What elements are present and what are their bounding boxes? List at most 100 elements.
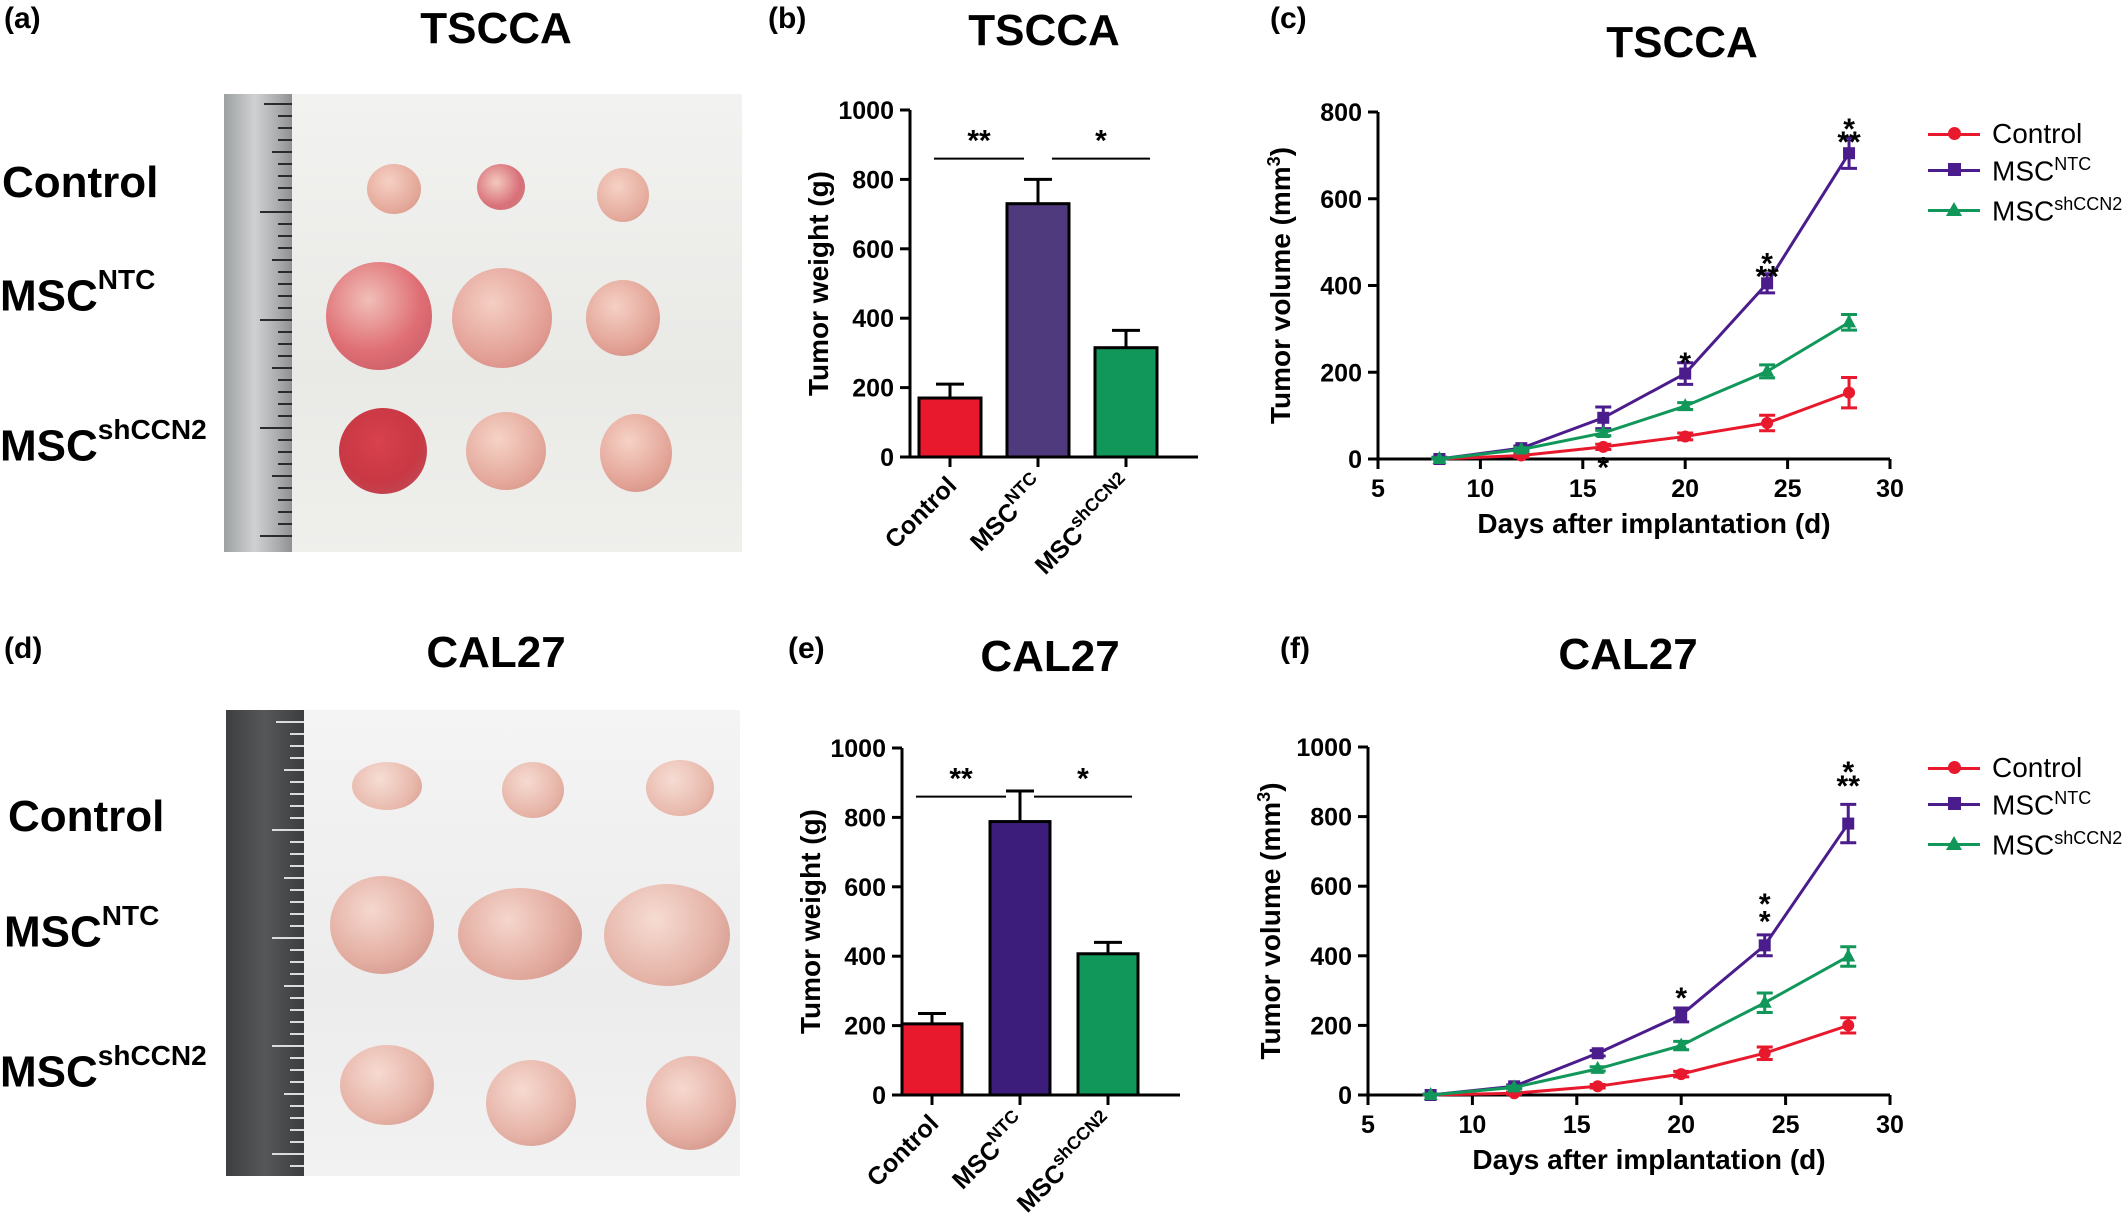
panel-title-d: CAL27: [426, 628, 566, 677]
tumor-photo-cal27: [226, 710, 740, 1176]
significance-label: *: [1759, 888, 1771, 921]
legend-marker-circle-icon: [1948, 761, 1961, 774]
legend-sh-sup: shCCN2: [2054, 828, 2123, 848]
bar: [1093, 346, 1159, 459]
legend-label-ntc: MSCNTC: [1992, 154, 2091, 187]
y-tick-label: 600: [844, 874, 886, 902]
panel-letter-c: (c): [1270, 2, 1307, 35]
panel-letter-b: (b): [768, 2, 807, 35]
tumor-sh-1: [339, 408, 427, 494]
data-point: [1591, 1047, 1604, 1060]
x-tick-label: MSCNTC: [943, 1106, 1032, 1195]
y-tick-label: 800: [852, 166, 894, 194]
panel-letter-e: (e): [788, 632, 825, 665]
data-point: [1841, 948, 1856, 962]
chart-f: 0 200 400 600 800 1000 Tumor volume (mm3) 5 10 15…: [1254, 734, 1904, 1175]
y-axis-label: Tumor weight (g): [803, 171, 834, 396]
data-point: [1761, 416, 1774, 429]
tumor-sh-2: [466, 412, 546, 490]
tumor-ntc-1: [326, 262, 432, 370]
significance-label: **: [1837, 126, 1861, 159]
tumor-ntc-3: [586, 280, 660, 356]
y-tick-label: 1000: [830, 735, 886, 763]
data-point: [1843, 386, 1856, 399]
y-tick-label: 800: [844, 804, 886, 832]
tumor-photo-tscca: [224, 94, 742, 552]
significance-label: *: [1842, 756, 1854, 789]
x-tick-label: MSCshCCN2: [1026, 468, 1138, 580]
chart-e: 0 200 400 600 800 1000 Tumor weight (g) Control…: [795, 735, 1180, 1218]
tumor-control-1: [352, 762, 422, 810]
data-point: [1591, 1080, 1604, 1093]
significance-label: *: [1679, 347, 1691, 380]
data-point: [1843, 147, 1856, 160]
y-tick-label: 600: [852, 236, 894, 264]
data-point: [1842, 1019, 1855, 1032]
ruler: [226, 710, 304, 1176]
x-tick-label: 30: [1876, 475, 1904, 503]
data-point: [1432, 451, 1447, 464]
data-point: [1758, 939, 1771, 952]
legend-marker-square-icon: [1948, 163, 1961, 176]
row-label-ntc-sup: NTC: [101, 900, 160, 931]
row-label-control-a: Control: [2, 158, 159, 207]
bar: [900, 1022, 964, 1097]
y-axis-label: Tumor volume (mm3): [1264, 147, 1296, 424]
ruler-ticks: [272, 721, 304, 1167]
data-point: [1423, 1087, 1438, 1100]
y-tick-label: 200: [852, 375, 894, 403]
x-tick-label: 25: [1772, 1111, 1800, 1139]
row-label-sh-sup: shCCN2: [97, 414, 207, 445]
x-tick-label: 25: [1774, 475, 1802, 503]
panel-title-b: TSCCA: [968, 6, 1120, 55]
y-tick-label: 0: [880, 444, 894, 472]
legend-ntc-sup: NTC: [2054, 788, 2092, 808]
data-point: [1761, 277, 1774, 290]
row-label-sh-base: MSC: [0, 1047, 98, 1097]
ruler-ticks: [260, 103, 292, 537]
data-point: [1758, 1047, 1771, 1060]
tumor-control-1: [367, 164, 421, 214]
y-axis-label: Tumor weight (g): [795, 809, 826, 1034]
legend-label-ntc: MSCNTC: [1992, 788, 2091, 821]
data-point: [1679, 367, 1692, 380]
y-tick-label: 1000: [1296, 734, 1352, 762]
panel-letter-d: (d): [4, 632, 43, 665]
series-line: [1439, 321, 1850, 461]
panel-letter-f: (f): [1280, 632, 1310, 665]
x-tick-label: MSCNTC: [961, 468, 1050, 557]
x-axis-label: Days after implantation (d): [1472, 1144, 1825, 1175]
row-label-ntc-base: MSC: [0, 271, 98, 321]
significance-label: *: [1843, 113, 1855, 146]
panel-letter-a: (a): [4, 2, 41, 35]
x-tick-label: 15: [1563, 1111, 1591, 1139]
y-tick-label: 800: [1320, 99, 1362, 127]
tumor-control-3: [646, 760, 714, 816]
row-label-sh-a: MSCshCCN2: [0, 414, 207, 472]
chart-b: 0 200 400 600 800 1000 Tumor weight (g) Control…: [803, 97, 1198, 580]
legend-marker-triangle-icon: [1946, 202, 1962, 216]
panel-title-f: CAL27: [1558, 630, 1698, 679]
tumor-control-2: [477, 164, 525, 210]
row-label-ntc-base: MSC: [4, 907, 102, 957]
y-tick-label: 0: [1338, 1082, 1352, 1110]
x-tick-label: MSCshCCN2: [1008, 1106, 1120, 1218]
legend-label-sh: MSCshCCN2: [1992, 194, 2122, 227]
panel-title-e: CAL27: [980, 632, 1120, 681]
tumor-ntc-2: [458, 888, 582, 980]
panel-title-a: TSCCA: [420, 4, 572, 53]
tumor-sh-3: [646, 1056, 736, 1150]
significance-label: **: [949, 763, 973, 796]
y-tick-label: 400: [1320, 273, 1362, 301]
row-label-control-d: Control: [8, 792, 165, 841]
bar: [1076, 952, 1140, 1097]
x-tick-label: Control: [880, 471, 963, 554]
tumor-ntc-3: [604, 884, 730, 986]
row-label-sh-sup: shCCN2: [97, 1040, 207, 1071]
data-point: [1596, 424, 1611, 438]
legend-marker-square-icon: [1948, 797, 1961, 810]
significance-label: **: [967, 125, 991, 158]
series-line: [1430, 1023, 1849, 1097]
x-tick-label: 5: [1371, 475, 1385, 503]
row-label-ntc-d: MSCNTC: [4, 900, 159, 958]
